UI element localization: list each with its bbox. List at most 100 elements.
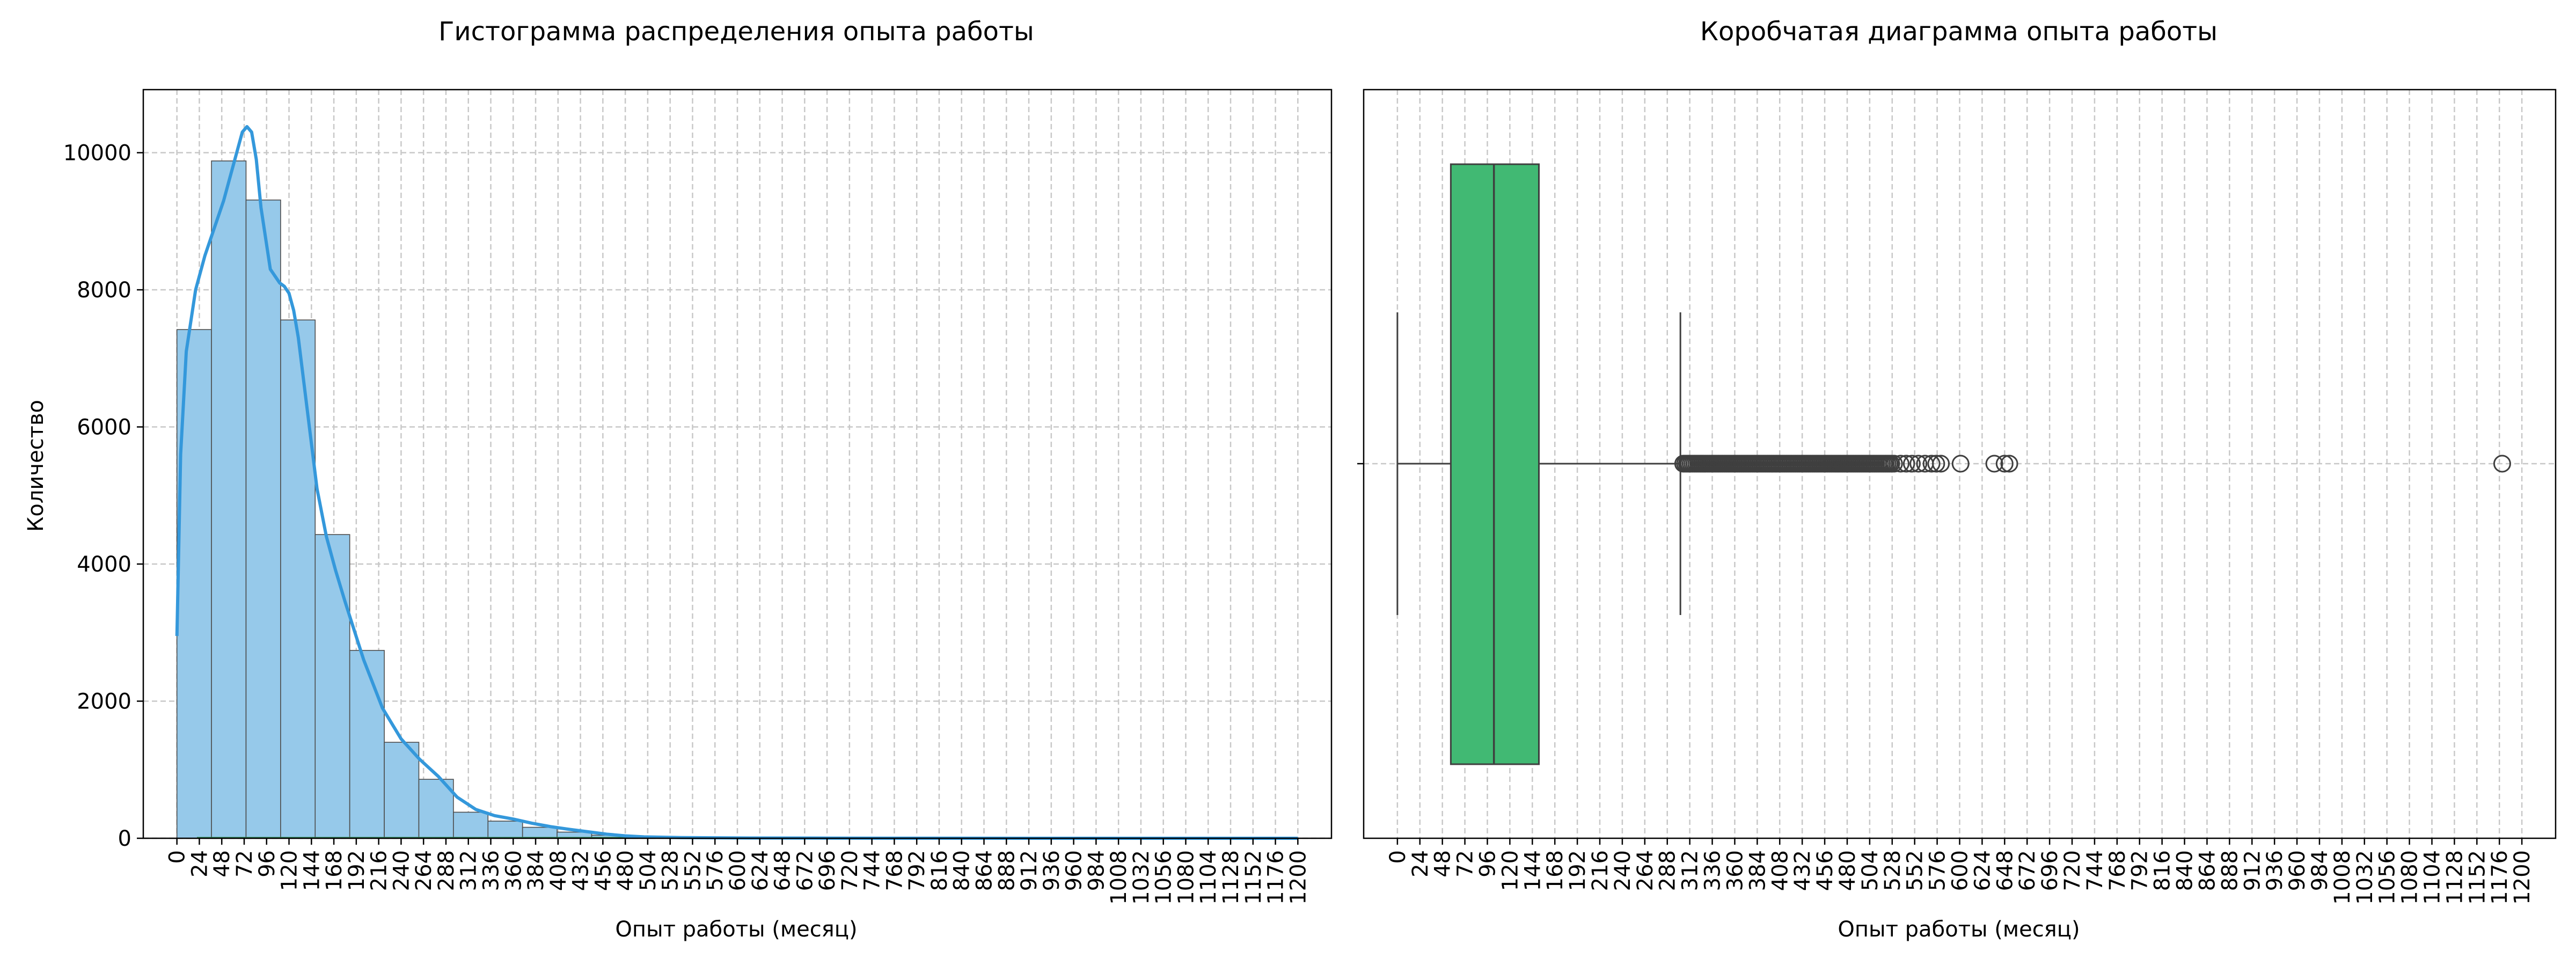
boxplot-x-tick-label: 408 [1768,850,1792,891]
histogram-x-tick-label: 120 [277,850,302,891]
boxplot-outlier [1922,455,1941,473]
boxplot-outlier [1891,455,1909,473]
boxplot-x-tick-label: 480 [1835,850,1860,891]
histogram-bars [176,160,1280,839]
boxplot-x-tick-label: 720 [2060,850,2085,891]
histogram-x-tick-label: 456 [591,850,616,891]
histogram-kde-line [175,125,1298,840]
histogram-x-axis-label: Опыт работы (месяц) [615,917,857,942]
histogram-x-tick-label: 552 [680,850,705,891]
histogram-chart: Гистограмма распределения опыта работы 0… [24,17,1333,942]
boxplot-x-tick-label: 984 [2308,850,2332,891]
boxplot-x-tick-label: 648 [1993,850,2017,891]
boxplot-title: Коробчатая диаграмма опыта работы [1700,17,2218,47]
boxplot-chart: Коробчатая диаграмма опыта работы 024487… [1357,17,2557,942]
histogram-grid [143,90,1331,839]
histogram-x-tick-label: 648 [771,850,795,891]
histogram-x-tick-label: 360 [501,850,526,891]
histogram-bar [418,779,454,839]
boxplot-outlier [1927,455,1945,473]
histogram-x-tick-label: 720 [838,850,862,891]
boxplot-x-tick-label: 240 [1611,850,1635,891]
boxplot-x-tick-label: 1008 [2330,850,2355,905]
histogram-x-tick-label: 24 [187,850,212,877]
boxplot-x-tick-label: 624 [1970,850,1995,891]
histogram-x-tick-label: 168 [322,850,347,891]
histogram-x-tick-label: 768 [882,850,907,891]
boxplot-x-tick-label: 816 [2150,850,2175,891]
histogram-bar [280,319,316,839]
boxplot-x-tick-label: 336 [1701,850,1725,891]
boxplot-outlier [1897,455,1915,473]
boxplot-outlier [1951,455,1970,473]
histogram-x-tick-label: 528 [658,850,683,891]
boxplot-x-tick-label: 1056 [2375,850,2400,905]
boxplot-x-tick-label: 1032 [2353,850,2377,905]
histogram-x-tick-label: 984 [1084,850,1109,891]
histogram-x-tick-label: 816 [927,850,952,891]
boxplot-x-tick-label: 456 [1813,850,1838,891]
histogram-x-tick-label: 216 [367,850,392,891]
boxplot-x-tick-label: 792 [2128,850,2153,891]
boxplot-x-axis-label: Опыт работы (месяц) [1838,917,2080,942]
histogram-x-tick-label: 960 [1062,850,1087,891]
histogram-x-tick-label: 864 [972,850,997,891]
histogram-x-tick-label: 1104 [1196,850,1221,905]
histogram-bar [384,742,420,839]
histogram-y-tick-label: 8000 [77,278,131,303]
boxplot-x-tick-label: 1176 [2487,850,2512,905]
boxplot-x-tick-label: 216 [1588,850,1613,891]
histogram-x-tick-label: 264 [412,850,436,891]
boxplot-x-tick-label: 288 [1656,850,1680,891]
histogram-y-tick-label: 6000 [77,415,131,440]
histogram-bar [245,199,281,839]
histogram-x-tick-label: 888 [994,850,1019,891]
histogram-x-tick-label: 1200 [1286,850,1311,905]
boxplot-x-tick-label: 144 [1520,850,1545,891]
boxplot-x-tick-label: 768 [2105,850,2130,891]
boxplot-outlier [2000,455,2018,473]
boxplot-outlier [1885,455,1903,473]
boxplot-x-tick-label: 264 [1633,850,1658,891]
boxplot-x-tick-label: 696 [2038,850,2062,891]
histogram-y-tick-label: 2000 [77,690,131,714]
histogram-x-tick-label: 624 [748,850,773,891]
boxplot-x-tick-label: 384 [1745,850,1770,891]
histogram-bar [453,811,489,839]
histogram-bar [522,826,558,839]
boxplot-x-tick-label: 744 [2083,850,2107,891]
boxplot-x-tick-label: 432 [1790,850,1815,891]
histogram-x-tick-label: 0 [165,850,190,863]
boxplot-x-tick-label: 1200 [2510,850,2535,905]
histogram-bar [487,821,523,839]
histogram-x-tick-label: 96 [255,850,280,877]
boxplot-x-tick-label: 552 [1903,850,1928,891]
boxplot-marks [1396,163,2511,765]
boxplot-x-tick-label: 168 [1543,850,1568,891]
boxplot-x-tick-label: 192 [1565,850,1590,891]
histogram-x-tick-label: 792 [905,850,930,891]
histogram-x-tick-label: 336 [479,850,503,891]
histogram-x-tick-label: 672 [793,850,817,891]
boxplot-outlier [1995,455,2014,473]
histogram-bar [314,534,350,839]
boxplot-x-tick-label: 1104 [2420,850,2445,905]
histogram-x-tick-label: 600 [726,850,750,891]
histogram-x-tick-label: 912 [1017,850,1042,891]
histogram-x-tick-label: 312 [457,850,481,891]
histogram-kde [175,125,1298,840]
boxplot-x-tick-label: 312 [1678,850,1703,891]
histogram-x-tick-label: 72 [232,850,257,877]
boxplot-x-tick-label: 864 [2195,850,2220,891]
histogram-x-tick-label: 1008 [1107,850,1131,905]
boxplot-x-tick-label: 600 [1948,850,1973,891]
boxplot-axes: 0244872961201441681922162402642883123363… [1357,89,2557,905]
histogram-axes: 0244872961201441681922162402642883123363… [63,89,1333,905]
boxplot-outlier [1902,455,1921,473]
histogram-x-tick-label: 1056 [1152,850,1176,905]
histogram-x-tick-label: 1152 [1241,850,1266,905]
boxplot-x-tick-label: 120 [1498,850,1523,891]
histogram-bar [211,160,247,839]
histogram-bar [349,650,385,839]
